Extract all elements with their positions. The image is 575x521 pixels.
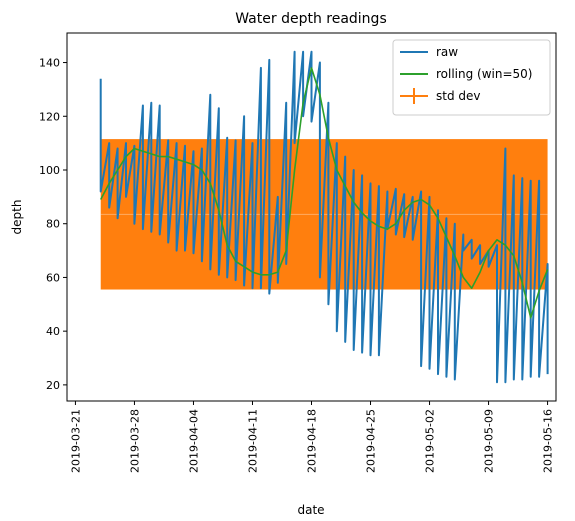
legend: raw rolling (win=50) std dev (393, 40, 550, 115)
y-tick-label: 60 (46, 271, 60, 284)
y-tick-label: 40 (46, 325, 60, 338)
x-tick-label: 2019-03-28 (128, 409, 141, 473)
x-tick-label: 2019-05-16 (542, 409, 555, 473)
chart-title: Water depth readings (235, 11, 387, 27)
y-tick-label: 20 (46, 379, 60, 392)
x-axis-label: date (297, 503, 324, 517)
legend-label-rolling: rolling (win=50) (436, 67, 533, 81)
x-tick-label: 2019-04-25 (365, 409, 378, 473)
y-tick-label: 140 (39, 57, 60, 70)
legend-label-std-dev: std dev (436, 89, 481, 103)
x-tick-label: 2019-04-04 (187, 409, 200, 473)
x-tick-label: 2019-05-02 (424, 409, 437, 473)
y-tick-label: 100 (39, 164, 60, 177)
y-tick-label: 120 (39, 110, 60, 123)
y-axis-label: depth (10, 200, 24, 235)
x-tick-label: 2019-05-09 (483, 409, 496, 473)
y-tick-label: 80 (46, 218, 60, 231)
x-tick-label: 2019-04-18 (306, 409, 319, 473)
x-tick-label: 2019-03-21 (69, 409, 82, 473)
legend-label-raw: raw (436, 45, 458, 59)
x-tick-label: 2019-04-11 (246, 409, 259, 473)
